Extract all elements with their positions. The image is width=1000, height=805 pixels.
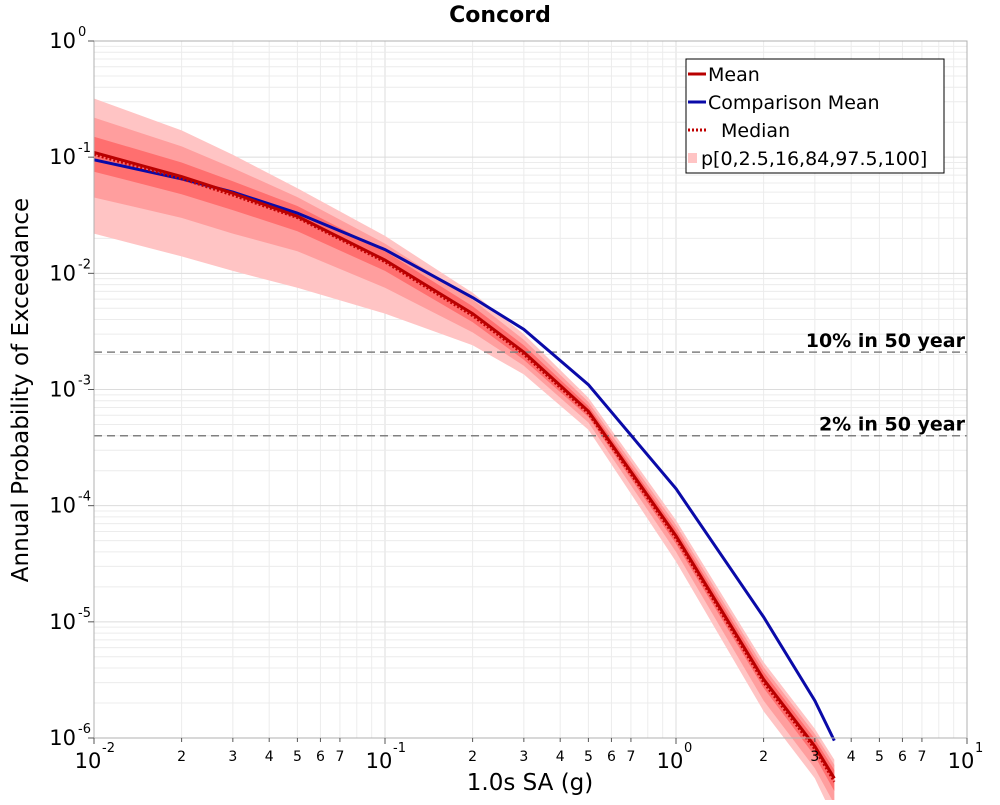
x-minor-tick-label: 2 (759, 749, 768, 765)
x-minor-tick-label: 2 (177, 749, 186, 765)
percentile-bands (94, 98, 835, 805)
x-tick-exponent: 0 (684, 741, 692, 756)
reference-line-label: 10% in 50 year (806, 330, 966, 352)
x-tick-exponent: -2 (102, 741, 115, 756)
y-tick-label: 10 (49, 378, 76, 402)
y-tick-label: 10 (49, 610, 76, 634)
y-axis-label: Annual Probability of Exceedance (8, 198, 34, 582)
x-axis-label: 1.0s SA (g) (467, 770, 594, 796)
legend: Mean Comparison Mean Median p[0,2.5,16,84,9… (685, 58, 945, 174)
x-minor-tick-label: 6 (898, 749, 907, 765)
y-tick-exponent: -6 (78, 722, 91, 737)
legend-entry-label: Comparison Mean (708, 92, 880, 114)
x-minor-tick-label: 7 (626, 749, 635, 765)
y-tick-exponent: -5 (78, 606, 91, 621)
x-minor-tick-label: 5 (584, 749, 593, 765)
reference-lines: 10% in 50 year 2% in 50 year (94, 330, 967, 437)
series-line-mean (93, 150, 836, 780)
x-tick-exponent: -1 (393, 741, 406, 756)
band-p0-p100 (94, 98, 835, 805)
x-minor-tick-label: 6 (316, 749, 325, 765)
legend-box (685, 58, 945, 174)
x-minor-tick-label: 4 (265, 749, 274, 765)
x-tick-label: 10 (75, 749, 102, 773)
legend-items: Mean Comparison Mean Median p[0,2.5,16,84,9… (688, 64, 927, 170)
x-tick-label: 10 (366, 749, 393, 773)
y-tick-label: 10 (49, 29, 76, 53)
x-minor-tick-label: 5 (875, 749, 884, 765)
x-minor-tick-label: 5 (293, 749, 302, 765)
x-minor-tick-label: 6 (607, 749, 616, 765)
x-tick-label: 10 (948, 749, 975, 773)
legend-entry-label: p[0,2.5,16,84,97.5,100] (701, 148, 927, 170)
y-tick-label: 10 (49, 494, 76, 518)
y-tick-exponent: -1 (78, 141, 91, 156)
legend-entry-label: Median (721, 120, 790, 142)
x-minor-tick-label: 2 (468, 749, 477, 765)
series-lines (93, 150, 836, 783)
y-tick-label: 10 (49, 261, 76, 285)
x-minor-tick-label: 3 (810, 749, 819, 765)
chart-title: Concord (449, 3, 551, 28)
reference-line-label: 2% in 50 year (819, 414, 966, 436)
x-minor-tick-label: 4 (847, 749, 856, 765)
x-tick-exponent: 1 (975, 741, 983, 756)
x-minor-tick-label: 3 (228, 749, 237, 765)
y-tick-exponent: -3 (78, 374, 91, 389)
x-minor-tick-label: 3 (519, 749, 528, 765)
y-tick-label: 10 (49, 145, 76, 169)
x-tick-label: 10 (657, 749, 684, 773)
x-minor-tick-label: 7 (335, 749, 344, 765)
x-minor-tick-label: 7 (917, 749, 926, 765)
legend-entry-label: Mean (708, 64, 760, 86)
y-tick-exponent: -4 (78, 490, 91, 505)
y-tick-label: 10 (49, 726, 76, 750)
x-minor-tick-label: 4 (556, 749, 565, 765)
y-tick-exponent: -2 (78, 257, 91, 272)
y-tick-exponent: 0 (78, 25, 86, 40)
legend-swatch (688, 153, 697, 163)
series-line-median (93, 153, 836, 783)
